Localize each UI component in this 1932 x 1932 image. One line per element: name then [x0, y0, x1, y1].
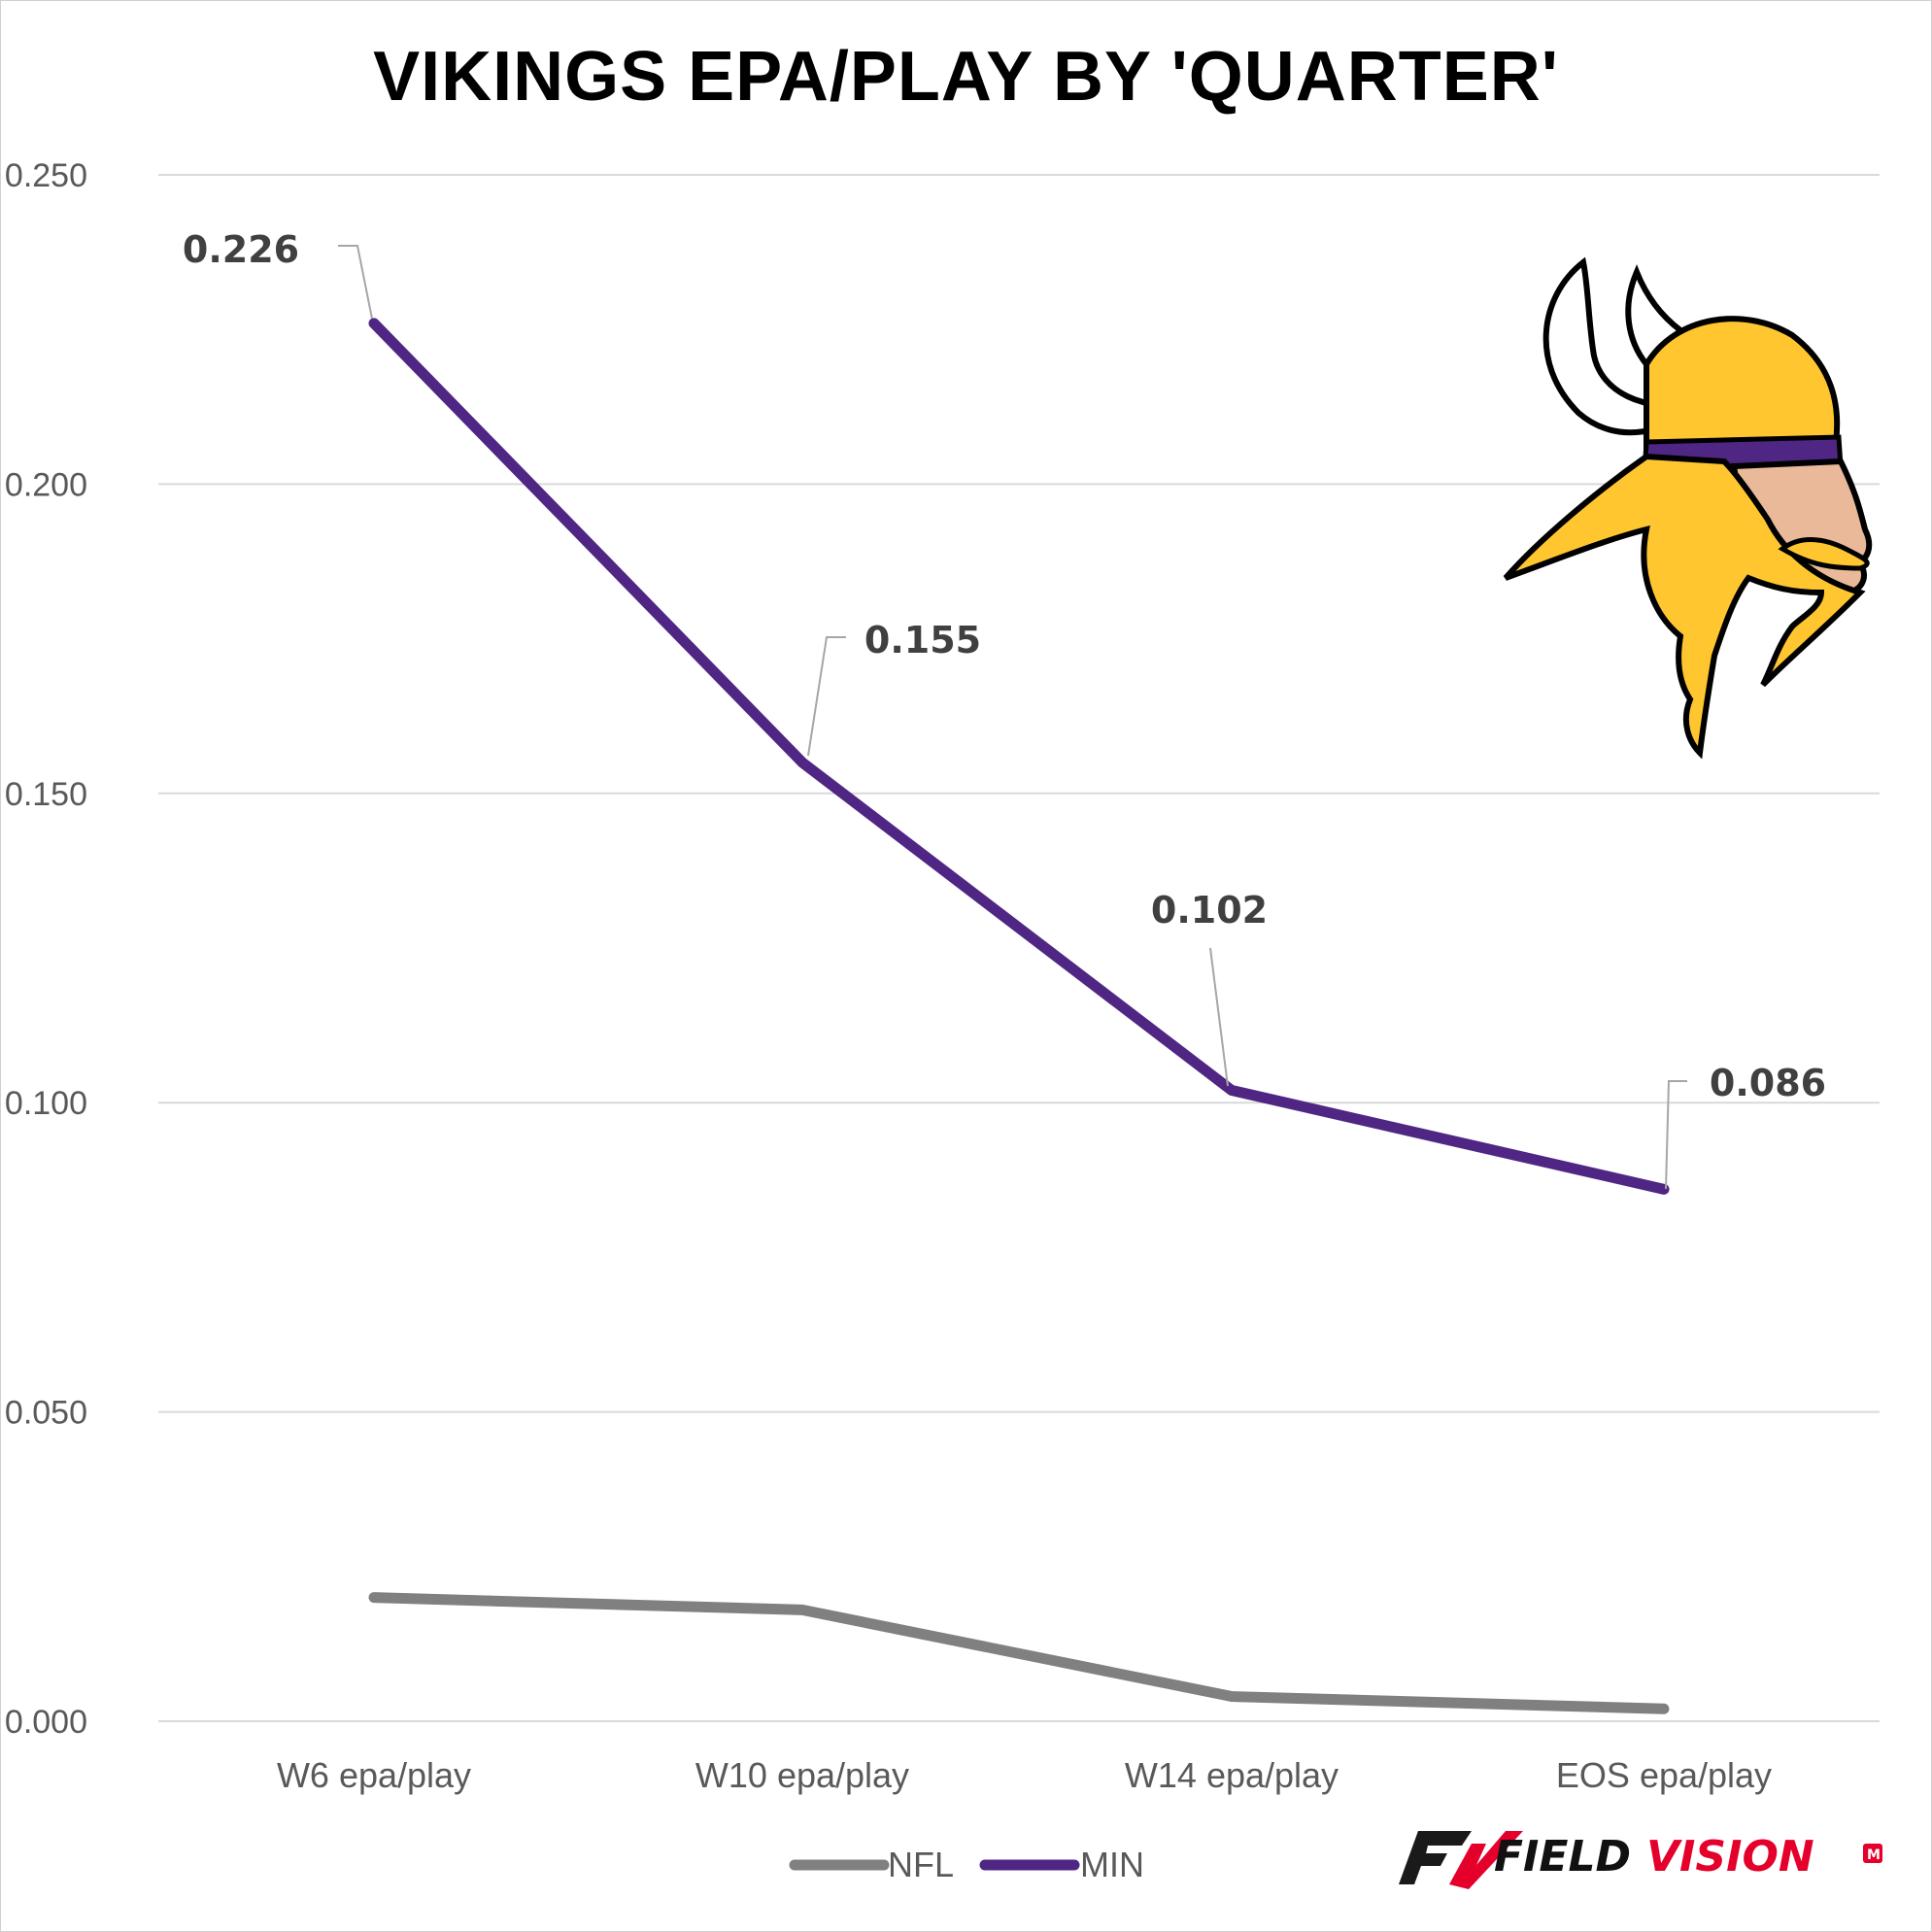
legend-label-nfl: NFL [888, 1845, 954, 1884]
legend: NFL MIN [789, 1845, 1144, 1884]
series-line-min [368, 318, 1670, 1195]
y-tick-label: 0.150 [5, 776, 87, 813]
mustache-icon [1778, 537, 1870, 571]
hair-beard-icon [1503, 453, 1866, 760]
data-label: 0.226 [183, 228, 299, 271]
vikings-logo [1503, 256, 1873, 760]
data-label-leader [1209, 947, 1229, 1087]
y-tick-label: 0.200 [5, 466, 87, 503]
fieldvision-logo: FIELD VISION M [1399, 1831, 1882, 1889]
x-tick-label: W14 epa/play [1125, 1755, 1339, 1795]
helmet-icon [1644, 316, 1841, 456]
x-tick-label: W10 epa/play [695, 1755, 909, 1795]
fieldvision-text-dark: FIELD [1494, 1832, 1631, 1881]
y-tick-label: 0.050 [5, 1395, 87, 1432]
data-label: 0.086 [1710, 1062, 1826, 1104]
y-tick-label: 0.250 [5, 157, 87, 194]
fieldvision-text-accent: VISION [1646, 1832, 1814, 1881]
chart-title: VIKINGS EPA/PLAY BY 'QUARTER' [373, 38, 1559, 116]
data-label: 0.102 [1151, 889, 1268, 932]
legend-label-min: MIN [1080, 1845, 1144, 1884]
fieldvision-badge [1863, 1844, 1882, 1863]
x-tick-label: W6 epa/play [277, 1755, 471, 1795]
data-label: 0.155 [864, 619, 981, 661]
fieldvision-mark-icon [1399, 1831, 1472, 1884]
fieldvision-check-icon [1449, 1831, 1523, 1889]
data-label-leader [807, 636, 846, 757]
data-label-leader [338, 245, 373, 320]
data-labels: 0.226 0.155 0.102 0.086 [183, 228, 1826, 1190]
x-tick-label: EOS epa/play [1556, 1755, 1772, 1795]
fieldvision-badge-letter: M [1867, 1847, 1881, 1863]
y-axis-ticks: 0.000 0.050 0.100 0.150 0.200 0.250 [5, 157, 87, 1741]
data-label-leader [1665, 1080, 1687, 1190]
gridlines [158, 174, 1880, 1722]
series-line-nfl [368, 1592, 1670, 1714]
x-axis-labels: W6 epa/play W10 epa/play W14 epa/play EOS e… [277, 1755, 1772, 1795]
y-tick-label: 0.000 [5, 1704, 87, 1741]
y-tick-label: 0.100 [5, 1085, 87, 1122]
series-lines [368, 318, 1670, 1714]
